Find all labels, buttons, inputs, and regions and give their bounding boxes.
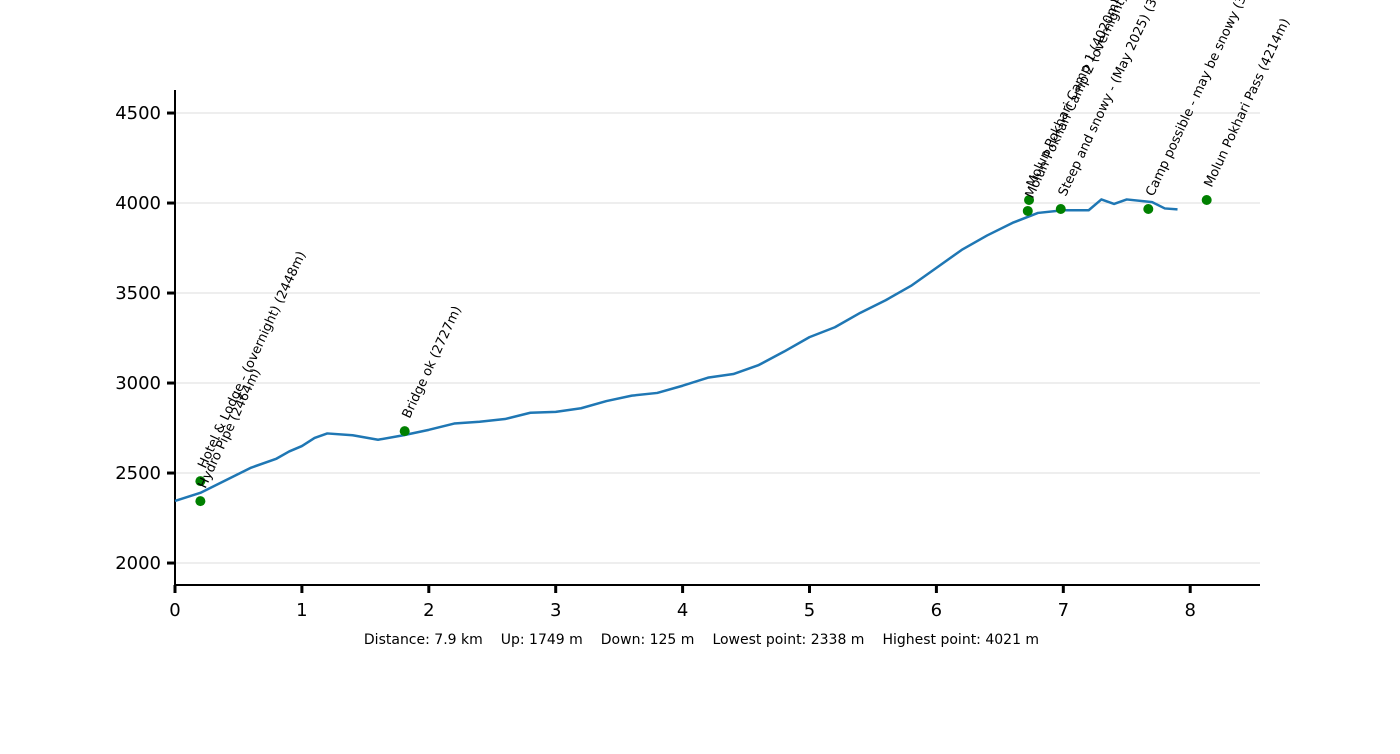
waypoint [1143,203,1154,214]
x-tick-label: 0 [169,600,180,621]
x-tick-label: 2 [423,600,434,621]
x-tick-label: 3 [550,600,561,621]
x-tick-label: 5 [804,600,815,621]
stat-item: Up: 1749 m [501,632,583,648]
y-tick-label: 4000 [115,193,161,214]
x-tick-label: 8 [1184,600,1195,621]
y-tick-label: 4500 [115,103,161,124]
waypoint [1055,203,1066,214]
stats: Distance: 7.9 km Up: 1749 m Down: 125 m Low… [364,632,1039,648]
waypoint [195,496,206,507]
stat-item: Highest point: 4021 m [882,632,1039,648]
waypoint [195,476,206,487]
waypoint-label: Hotel & Lodge - (overnight) (2448m) [195,249,309,471]
x-tick-label: 7 [1058,600,1069,621]
stat-item: Down: 125 m [601,632,695,648]
elevation-line [174,198,1178,503]
x-tick-label: 6 [931,600,942,621]
y-tick-label: 3000 [115,373,161,394]
waypoint-label: Bridge ok (2727m) [400,304,465,421]
y-tick-label: 2500 [115,463,161,484]
waypoint-label: Hydro Pipe (2464m) [195,366,264,490]
stat-item: Distance: 7.9 km [364,632,483,648]
x-tick-label: 4 [677,600,688,621]
waypoint [1022,205,1033,216]
waypoint [1024,194,1035,205]
waypoint [1201,194,1212,205]
waypoint [399,426,410,437]
y-tick-label: 2000 [115,553,161,574]
x-tick-label: 1 [296,600,307,621]
y-tick-label: 3500 [115,283,161,304]
stat-item: Lowest point: 2338 m [712,632,864,648]
